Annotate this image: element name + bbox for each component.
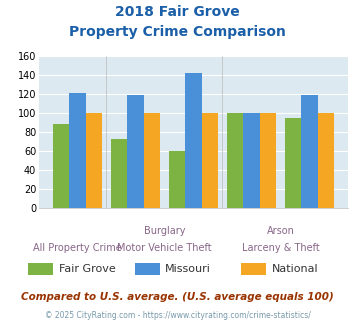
- Bar: [69, 93, 86, 208]
- Text: 2018 Fair Grove: 2018 Fair Grove: [115, 5, 240, 19]
- Bar: [169, 151, 185, 208]
- Bar: [143, 113, 160, 208]
- Text: Fair Grove: Fair Grove: [59, 264, 115, 274]
- Bar: [260, 113, 276, 208]
- Text: National: National: [272, 264, 318, 274]
- Text: Compared to U.S. average. (U.S. average equals 100): Compared to U.S. average. (U.S. average …: [21, 292, 334, 302]
- Bar: [285, 118, 301, 208]
- Bar: [301, 95, 318, 208]
- Text: Larceny & Theft: Larceny & Theft: [242, 243, 320, 252]
- Bar: [111, 139, 127, 208]
- Text: Property Crime Comparison: Property Crime Comparison: [69, 25, 286, 39]
- Text: Missouri: Missouri: [165, 264, 211, 274]
- Bar: [202, 113, 218, 208]
- Bar: [227, 113, 244, 208]
- Bar: [318, 113, 334, 208]
- Text: All Property Crime: All Property Crime: [33, 243, 122, 252]
- Bar: [244, 113, 260, 208]
- Bar: [53, 124, 69, 208]
- Bar: [127, 95, 143, 208]
- Text: © 2025 CityRating.com - https://www.cityrating.com/crime-statistics/: © 2025 CityRating.com - https://www.city…: [45, 311, 310, 320]
- Text: Motor Vehicle Theft: Motor Vehicle Theft: [117, 243, 212, 252]
- Text: Burglary: Burglary: [144, 226, 185, 236]
- Bar: [86, 113, 102, 208]
- Bar: [185, 73, 202, 208]
- Text: Arson: Arson: [267, 226, 294, 236]
